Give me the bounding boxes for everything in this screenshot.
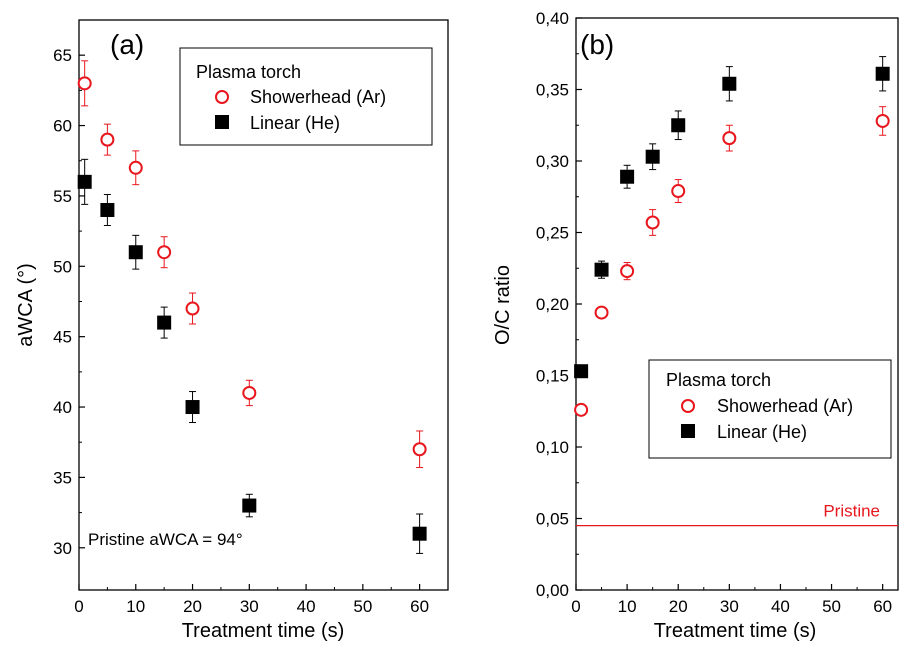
pristine-reference-label: Pristine bbox=[823, 502, 880, 521]
panel-b-y-tick-label: 0,35 bbox=[536, 81, 569, 100]
panel-a-linear-point bbox=[77, 174, 92, 189]
panel-b-y-tick-label: 0,20 bbox=[536, 295, 569, 314]
panel-a-y-tick-label: 60 bbox=[53, 117, 72, 136]
panel-b-legend-entry-linear: Linear (He) bbox=[717, 422, 807, 442]
panel-b-linear-point bbox=[722, 76, 737, 91]
panel-a-y-axis-title: aWCA (°) bbox=[15, 263, 37, 347]
panel-b-showerhead-point bbox=[875, 113, 890, 128]
panel-b-y-tick-label: 0,30 bbox=[536, 152, 569, 171]
panel-b-linear-point bbox=[620, 169, 635, 184]
panel-a-legend: Plasma torch Showerhead (Ar) Linear (He) bbox=[179, 47, 433, 146]
panel-a-showerhead-point bbox=[242, 385, 257, 400]
panel-b-y-tick-label: 0,40 bbox=[536, 9, 569, 28]
panel-a-y-tick-label: 35 bbox=[53, 468, 72, 487]
panel-b-legend-circle-marker bbox=[681, 399, 695, 413]
panel-b-showerhead-point bbox=[645, 215, 660, 230]
panel-b-legend: Plasma torch Showerhead (Ar) Linear (He) bbox=[648, 359, 892, 459]
panel-a-linear-point bbox=[185, 400, 200, 415]
panel-b-linear-point bbox=[671, 118, 686, 133]
panel-a-frame bbox=[78, 19, 449, 591]
panel-a-showerhead-point bbox=[77, 76, 92, 91]
panel-b-showerhead-point bbox=[594, 305, 609, 320]
panel-b-showerhead-point bbox=[671, 184, 686, 199]
panel-a-legend-circle-marker bbox=[215, 90, 229, 104]
panel-b-x-tick-label: 0 bbox=[571, 597, 580, 616]
panel-a-y-tick-label: 65 bbox=[53, 46, 72, 65]
panel-b-y-tick-label: 0,25 bbox=[536, 224, 569, 243]
panel-a-y-tick-label: 45 bbox=[53, 328, 72, 347]
panel-a-linear-point bbox=[157, 315, 172, 330]
panel-b-x-axis-title: Treatment time (s) bbox=[654, 620, 817, 642]
panel-b-y-tick-label: 0,05 bbox=[536, 510, 569, 529]
panel-b-legend-box bbox=[648, 359, 892, 459]
panel-b-y-tick-label: 0,15 bbox=[536, 367, 569, 386]
panel-a-legend-square-marker bbox=[215, 115, 229, 129]
panel-b-y-axis-title: O/C ratio bbox=[492, 265, 514, 345]
panel-a-y-tick-label: 50 bbox=[53, 257, 72, 276]
panel-a-y-tick-label: 55 bbox=[53, 187, 72, 206]
panel-a-x-tick-label: 20 bbox=[183, 597, 202, 616]
panel-b-x-tick-label: 40 bbox=[771, 597, 790, 616]
panel-a-x-tick-label: 30 bbox=[240, 597, 259, 616]
panel-a-y-tick-label: 40 bbox=[53, 398, 72, 417]
panel-b-x-tick-label: 10 bbox=[618, 597, 637, 616]
panel-b-linear-point bbox=[574, 364, 589, 379]
panel-a-legend-title: Plasma torch bbox=[196, 62, 301, 82]
panel-a-showerhead-point bbox=[157, 245, 172, 260]
panel-a-x-tick-label: 0 bbox=[74, 597, 83, 616]
panel-b-x-tick-label: 50 bbox=[822, 597, 841, 616]
panel-a-label: (a) bbox=[110, 29, 144, 60]
panel-a-linear-point bbox=[100, 203, 115, 217]
panel-b-x-tick-label: 60 bbox=[873, 597, 892, 616]
panel-a: 0 10 20 30 40 50 60 30 35 40 45 50 55 60 65 (a) Treat… bbox=[15, 19, 449, 642]
panel-b-showerhead-point bbox=[722, 131, 737, 146]
panel-b-showerhead-point bbox=[574, 402, 589, 417]
panel-a-x-tick-label: 50 bbox=[353, 597, 372, 616]
panel-a-linear-point bbox=[128, 245, 143, 260]
panel-a-x-tick-label: 40 bbox=[297, 597, 316, 616]
panel-b-legend-title: Plasma torch bbox=[666, 370, 771, 390]
panel-b-legend-square-marker bbox=[681, 424, 695, 438]
panel-b-label: (b) bbox=[580, 29, 614, 60]
panel-a-showerhead-point bbox=[412, 442, 427, 457]
panel-a-x-tick-label: 60 bbox=[410, 597, 429, 616]
panel-b-y-tick-label: 0,10 bbox=[536, 438, 569, 457]
panel-b-linear-point bbox=[875, 66, 890, 81]
panel-a-linear-point bbox=[242, 498, 257, 513]
panel-b-x-tick-label: 20 bbox=[669, 597, 688, 616]
panel-b-linear-point bbox=[645, 149, 660, 164]
panel-a-linear-point bbox=[412, 526, 427, 541]
panel-b-y-tick-label: 0,00 bbox=[536, 581, 569, 600]
panel-b: 0 10 20 30 40 50 60 0,00 0,05 0,10 0,15 0,20 0,25 0,… bbox=[492, 9, 899, 642]
panel-a-showerhead-point bbox=[100, 132, 115, 147]
panel-b-showerhead-point bbox=[620, 264, 635, 279]
panel-a-legend-entry-showerhead: Showerhead (Ar) bbox=[250, 87, 386, 107]
panel-b-linear-point bbox=[594, 262, 609, 277]
panel-a-showerhead-point bbox=[128, 160, 143, 175]
panel-a-showerhead-point bbox=[185, 301, 200, 316]
panel-b-x-tick-label: 30 bbox=[720, 597, 739, 616]
panel-a-x-tick-label: 10 bbox=[126, 597, 145, 616]
panel-b-legend-entry-showerhead: Showerhead (Ar) bbox=[717, 396, 853, 416]
panel-a-y-tick-label: 30 bbox=[53, 539, 72, 558]
panel-a-x-axis-title: Treatment time (s) bbox=[182, 620, 345, 642]
pristine-awca-annotation: Pristine aWCA = 94° bbox=[88, 530, 243, 549]
panel-a-legend-entry-linear: Linear (He) bbox=[250, 113, 340, 133]
